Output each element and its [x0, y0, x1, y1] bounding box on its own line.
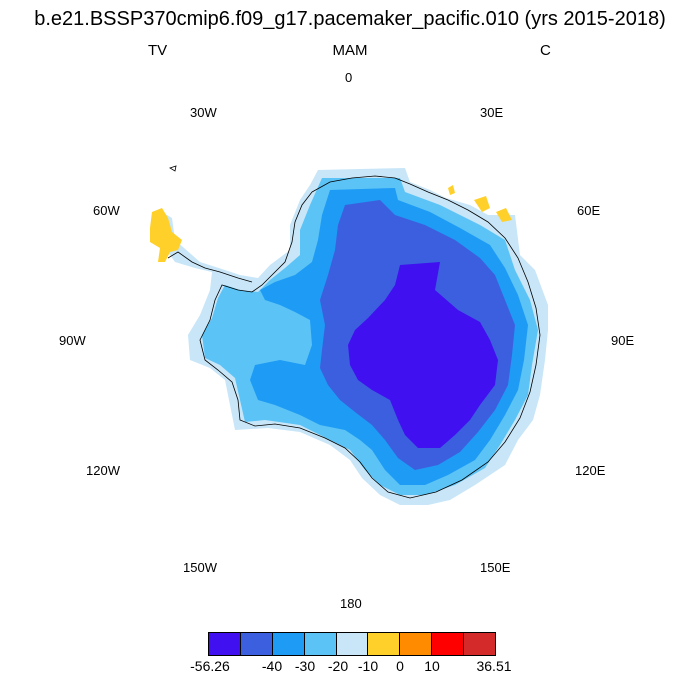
colorbar-swatch-2 [240, 633, 273, 655]
lon-label-150e: 150E [480, 560, 511, 575]
lon-label-90w: 90W [59, 333, 86, 348]
variable-label: TV [148, 42, 168, 59]
coastline [167, 175, 541, 499]
colorbar-swatch-3 [272, 633, 305, 655]
lon-label-120w: 120W [86, 463, 120, 478]
colorbar-swatch-8 [432, 633, 465, 655]
plot-title: b.e21.BSSP370cmip6.f09_g17.pacemaker_pac… [34, 8, 666, 30]
region-plateau-interior [348, 262, 498, 448]
colorbar-label-min: -56.26 [190, 658, 230, 674]
lon-label-30w: 30W [190, 105, 217, 120]
colorbar-label-2: -30 [294, 658, 316, 674]
lon-label-150w: 150W [183, 560, 217, 575]
colorbar-swatch-7 [400, 633, 433, 655]
colorbar-swatch-1 [209, 633, 241, 655]
colorbar-swatch-5 [336, 633, 369, 655]
colorbar-label-4: -10 [357, 658, 379, 674]
colorbar-label-max: 36.51 [476, 658, 512, 674]
lon-label-0: 0 [345, 70, 353, 85]
region-east-coast-warm-3 [448, 185, 455, 195]
lon-label-60w: 60W [93, 203, 120, 218]
colorbar-swatch-9 [464, 633, 496, 655]
colorbar-swatch-4 [304, 633, 337, 655]
units-label: C [540, 42, 551, 59]
lon-label-120e: 120E [575, 463, 606, 478]
colorbar-swatch-6 [368, 633, 401, 655]
lon-label-90e: 90E [611, 333, 635, 348]
colorbar-label-3: -20 [327, 658, 349, 674]
region-peninsula-warm [150, 208, 182, 262]
colorbar [208, 632, 496, 656]
colorbar-label-1: -40 [261, 658, 283, 674]
island-outline [169, 165, 177, 172]
colorbar-label-6: 10 [424, 658, 440, 674]
lon-label-30e: 30E [480, 105, 504, 120]
lon-label-180: 180 [340, 596, 362, 611]
region-east-coast-warm-2 [496, 208, 512, 222]
lon-label-60e: 60E [577, 203, 601, 218]
region-east-coast-warm-1 [474, 196, 490, 212]
season-label: MAM [332, 42, 368, 59]
colorbar-label-5: 0 [396, 658, 404, 674]
